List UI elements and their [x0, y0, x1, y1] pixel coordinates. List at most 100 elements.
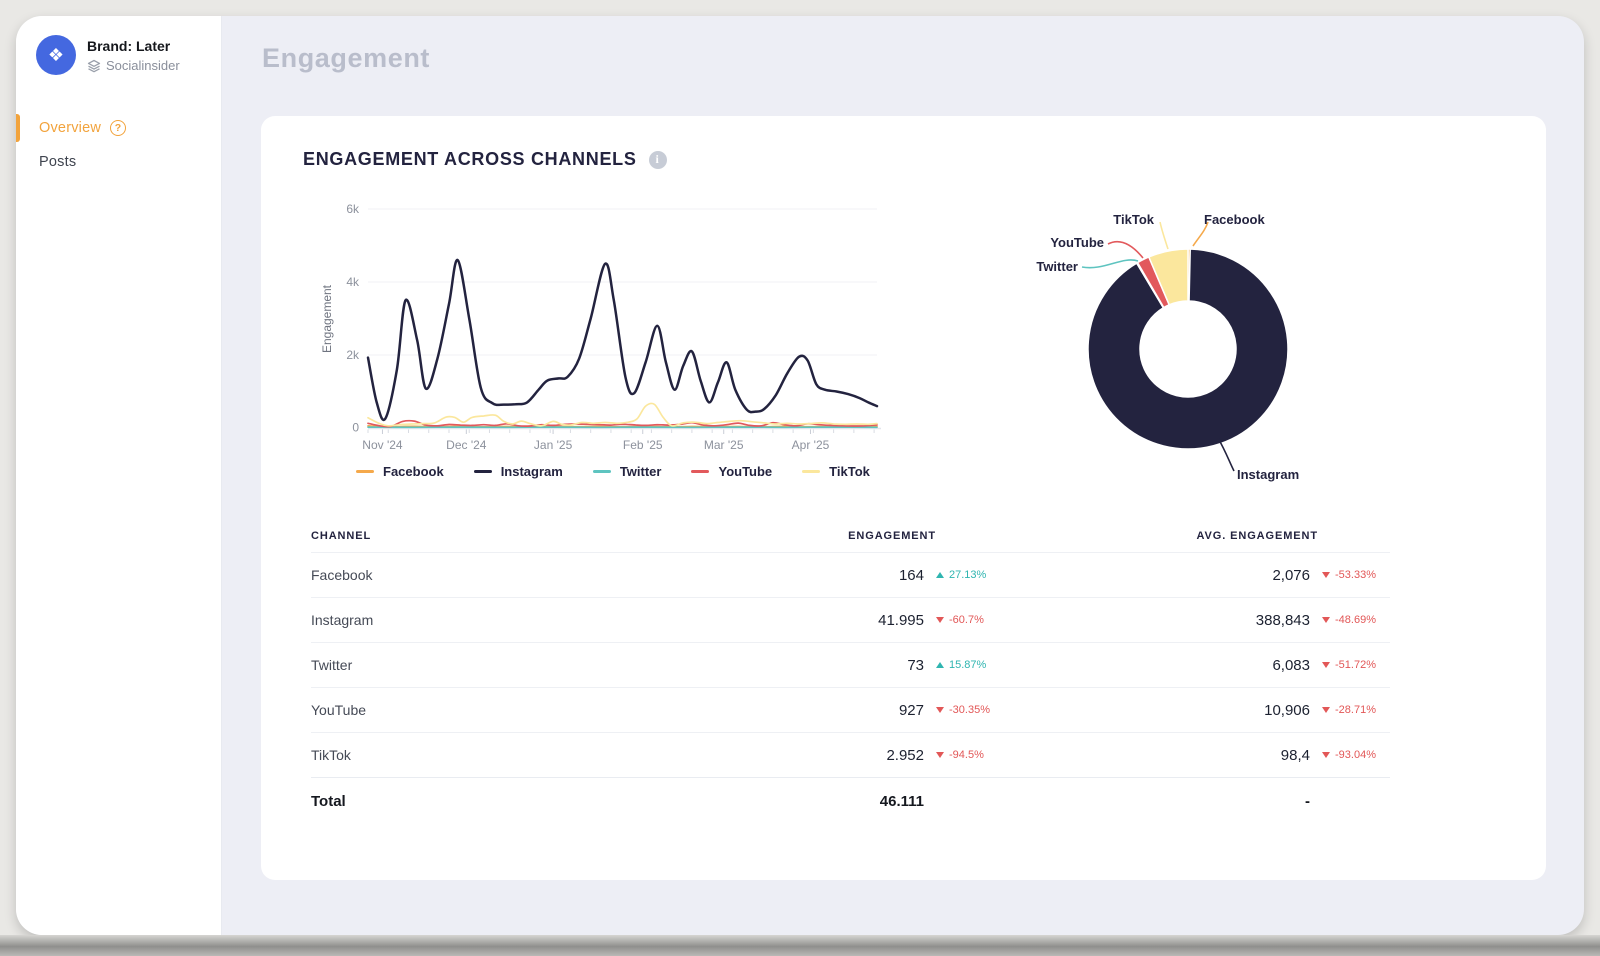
- svg-text:Feb '25: Feb '25: [623, 438, 663, 452]
- legend-swatch: [473, 470, 492, 473]
- engagement-change: -30.35%: [924, 704, 994, 716]
- trend-arrow-icon: [936, 572, 944, 578]
- leader-line-tiktok: [1159, 221, 1169, 250]
- leader-line-instagram: [1217, 437, 1235, 472]
- channel-cell: TikTok: [311, 747, 351, 763]
- donut-label-twitter: Twitter: [1036, 259, 1078, 274]
- svg-text:Apr '25: Apr '25: [792, 438, 830, 452]
- avg-engagement-change: -51.72%: [1310, 659, 1390, 671]
- avg-engagement-value: 6,083: [1272, 656, 1310, 674]
- total-row: Total 46.111 -: [311, 777, 1390, 825]
- avg-engagement-value: 98,4: [1280, 746, 1310, 764]
- donut-label-tiktok: TikTok: [1113, 212, 1154, 227]
- trend-arrow-icon: [936, 752, 944, 758]
- engagement-change: -94.5%: [924, 749, 994, 761]
- y-axis-label: Engagement: [320, 284, 334, 353]
- legend-label: Twitter: [619, 464, 662, 479]
- header-channel: CHANNEL: [311, 530, 372, 542]
- trend-arrow-icon: [1322, 572, 1330, 578]
- total-engagement: 46.111: [879, 793, 924, 810]
- leader-line-twitter: [1081, 259, 1139, 269]
- chart-legend: Facebook Instagram Twitter YouTube TikTo…: [356, 464, 870, 479]
- engagement-change: 27.13%: [924, 569, 994, 581]
- avg-engagement-value: 388,843: [1255, 611, 1310, 629]
- active-indicator: [16, 114, 20, 142]
- engagement-change: 15.87%: [924, 659, 994, 671]
- donut-slice-instagram: [1087, 248, 1289, 450]
- engagement-value: 41.995: [878, 611, 924, 629]
- series-line-tiktok: [367, 402, 878, 427]
- table-row: YouTube 927 -30.35% 10,906 -28.71%: [311, 687, 1390, 732]
- header-engagement: ENGAGEMENT: [848, 530, 936, 542]
- table-header: CHANNEL ENGAGEMENT AVG. ENGAGEMENT: [311, 520, 1390, 552]
- donut-label-facebook: Facebook: [1204, 212, 1265, 227]
- donut-label-instagram: Instagram: [1237, 467, 1300, 482]
- legend-swatch: [356, 470, 374, 473]
- svg-text:6k: 6k: [346, 202, 360, 216]
- legend-label: TikTok: [829, 464, 870, 479]
- total-avg-engagement: -: [1305, 793, 1310, 810]
- info-icon[interactable]: i: [648, 150, 667, 169]
- legend-label: Facebook: [383, 464, 444, 479]
- channel-cell: Twitter: [311, 657, 353, 673]
- svg-text:0: 0: [352, 421, 359, 435]
- sidebar-item-label: Posts: [39, 154, 77, 170]
- donut-svg: [1081, 221, 1289, 472]
- sidebar-item-overview[interactable]: Overview ?: [16, 111, 221, 145]
- layers-icon: [87, 59, 101, 72]
- table-row: Twitter 73 15.87% 6,083 -51.72%: [311, 642, 1390, 687]
- trend-arrow-icon: [936, 617, 944, 623]
- svg-text:Nov '24: Nov '24: [362, 438, 403, 452]
- engagement-value: 2.952: [886, 746, 924, 764]
- sidebar-item-posts[interactable]: Posts: [16, 145, 221, 179]
- avg-engagement-value: 2,076: [1272, 566, 1310, 584]
- channel-cell: Facebook: [311, 567, 373, 583]
- sidebar: ❖ Brand: Later Socialinsider Overview ?: [16, 16, 222, 935]
- engagement-line-chart: 0 2k 4k 6k Nov '24 Dec '24 Jan '25 Feb '25 Mar '…: [320, 202, 881, 452]
- legend-item-twitter[interactable]: Twitter: [592, 464, 662, 479]
- legend-item-tiktok[interactable]: TikTok: [802, 464, 870, 479]
- help-icon[interactable]: ?: [110, 120, 127, 136]
- trend-arrow-icon: [1322, 662, 1330, 668]
- page-title: Engagement: [262, 43, 431, 73]
- legend-item-facebook[interactable]: Facebook: [356, 464, 444, 479]
- legend-swatch: [592, 470, 611, 473]
- engagement-value: 73: [907, 656, 924, 674]
- series-line-instagram: [366, 258, 879, 422]
- card-title: ENGAGEMENT ACROSS CHANNELS: [303, 149, 637, 169]
- legend-item-youtube[interactable]: YouTube: [691, 464, 772, 479]
- trend-arrow-icon: [1322, 752, 1330, 758]
- legend-label: Instagram: [500, 464, 563, 479]
- engagement-value: 164: [898, 566, 924, 584]
- brand-name: Brand: Later: [87, 38, 171, 54]
- engagement-card: ENGAGEMENT ACROSS CHANNELS i 0 2k 4k 6k Nov …: [261, 116, 1546, 880]
- total-label: Total: [311, 793, 346, 810]
- donut-label-youtube: YouTube: [1050, 235, 1104, 250]
- brand-selector[interactable]: ❖ Brand: Later Socialinsider: [36, 35, 180, 75]
- avg-engagement-change: -28.71%: [1310, 704, 1390, 716]
- engagement-table: CHANNEL ENGAGEMENT AVG. ENGAGEMENT Faceb…: [311, 520, 1390, 825]
- legend-swatch: [691, 470, 710, 473]
- table-row: Instagram 41.995 -60.7% 388,843 -48.69%: [311, 597, 1390, 642]
- series-line-youtube: [367, 419, 878, 428]
- svg-text:Jan '25: Jan '25: [534, 438, 573, 452]
- svg-text:Dec '24: Dec '24: [446, 438, 487, 452]
- trend-arrow-icon: [1322, 707, 1330, 713]
- leader-line-youtube: [1107, 240, 1144, 259]
- engagement-value: 927: [898, 701, 924, 719]
- svg-text:2k: 2k: [346, 348, 360, 362]
- brand-avatar: ❖: [36, 35, 76, 75]
- engagement-change: -60.7%: [924, 614, 994, 626]
- avg-engagement-change: -48.69%: [1310, 614, 1390, 626]
- sidebar-nav: Overview ? Posts: [16, 111, 221, 179]
- avg-engagement-value: 10,906: [1264, 701, 1310, 719]
- legend-item-instagram[interactable]: Instagram: [473, 464, 563, 479]
- table-row: TikTok 2.952 -94.5% 98,4 -93.04%: [311, 732, 1390, 777]
- trend-arrow-icon: [936, 662, 944, 668]
- avg-engagement-change: -93.04%: [1310, 749, 1390, 761]
- trend-arrow-icon: [936, 707, 944, 713]
- desk-edge: [0, 935, 1600, 956]
- app-window: ❖ Brand: Later Socialinsider Overview ?: [16, 16, 1584, 935]
- avg-engagement-change: -53.33%: [1310, 569, 1390, 581]
- svg-text:Mar '25: Mar '25: [704, 438, 744, 452]
